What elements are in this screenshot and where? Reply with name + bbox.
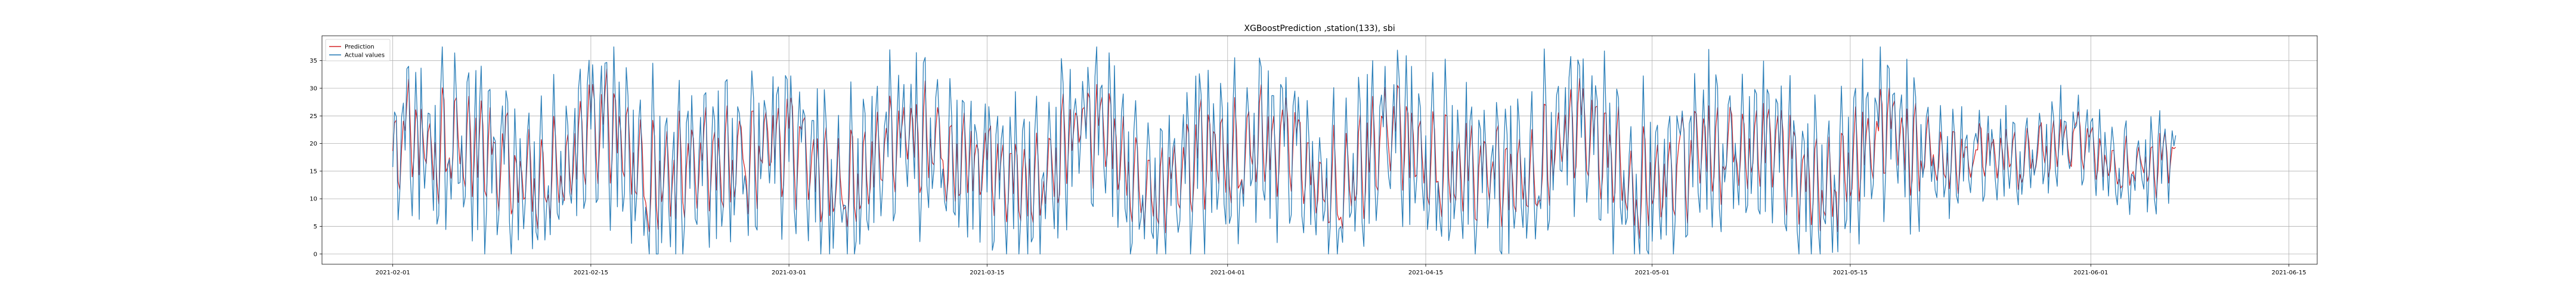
- y-tick-label: 25: [309, 113, 317, 120]
- y-tick-label: 15: [309, 168, 317, 175]
- chart-title: XGBoostPrediction ,station(133), sbi: [1244, 24, 1395, 33]
- y-tick-label: 0: [314, 251, 317, 258]
- x-tick-label: 2021-04-01: [1210, 270, 1245, 276]
- x-tick-label: 2021-02-15: [574, 270, 608, 276]
- legend-label: Actual values: [345, 52, 385, 59]
- y-tick-label: 5: [314, 224, 317, 230]
- legend-box: [325, 39, 391, 61]
- x-tick-label: 2021-04-15: [1408, 270, 1443, 276]
- y-tick-label: 30: [309, 85, 317, 92]
- y-tick-label: 10: [309, 196, 317, 203]
- series-layer: [392, 46, 2176, 255]
- x-tick-label: 2021-05-15: [1833, 270, 1868, 276]
- y-tick-label: 35: [309, 58, 317, 64]
- axes-layer: 2021-02-01 2021-02-15 2021-03-01 2021-03-15…: [309, 35, 2318, 276]
- y-tick-label: 20: [309, 141, 317, 147]
- x-tick-label: 2021-06-15: [2271, 270, 2306, 276]
- series-actual-line: [392, 46, 2176, 255]
- x-tick-label: 2021-05-01: [1635, 270, 1670, 276]
- x-tick-label: 2021-03-01: [772, 270, 806, 276]
- x-tick-label: 2021-06-01: [2073, 270, 2108, 276]
- plot-frame: [321, 35, 2318, 265]
- series-prediction-line: [392, 68, 2176, 239]
- x-tick-label: 2021-03-15: [970, 270, 1004, 276]
- x-tick-label: 2021-02-01: [376, 270, 410, 276]
- legend-label: Prediction: [345, 44, 374, 51]
